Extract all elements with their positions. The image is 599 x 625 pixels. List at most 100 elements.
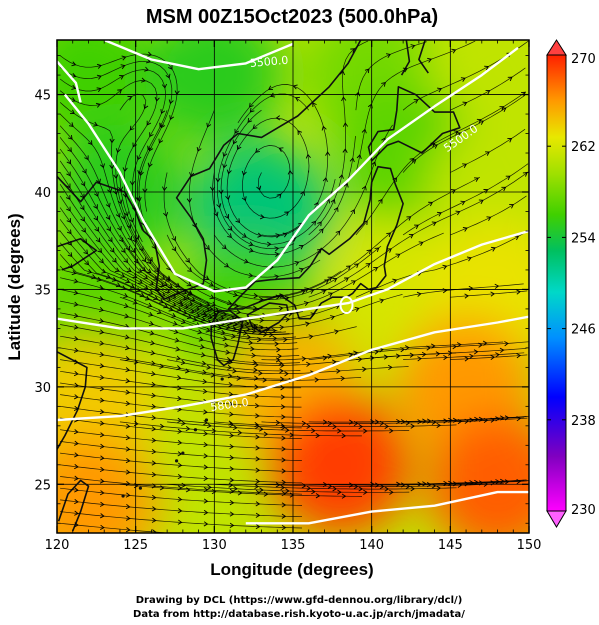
streamline-arrow bbox=[253, 324, 259, 330]
streamline-arrow bbox=[147, 162, 153, 168]
streamline-arrow bbox=[125, 469, 131, 475]
y-tick-label: 40 bbox=[34, 186, 51, 201]
streamline-arrow bbox=[338, 174, 344, 179]
streamline-arrow bbox=[158, 298, 164, 304]
streamline-arrow bbox=[249, 107, 255, 113]
streamline-arrow bbox=[230, 333, 236, 339]
streamline-arrow bbox=[310, 312, 316, 318]
streamline-arrow bbox=[217, 325, 223, 331]
streamline-arrow bbox=[132, 299, 138, 305]
streamline-arrow bbox=[177, 440, 183, 446]
streamline-arrow bbox=[297, 130, 303, 135]
streamline-arrow bbox=[389, 428, 394, 434]
streamline-arrow bbox=[99, 409, 105, 415]
streamline-arrow bbox=[167, 283, 173, 288]
streamline-arrow bbox=[292, 84, 298, 90]
streamline-arrow bbox=[149, 330, 155, 336]
streamline-arrow bbox=[177, 508, 183, 514]
streamline-arrow bbox=[93, 204, 98, 210]
streamline-arrow bbox=[281, 524, 287, 531]
streamline-arrow bbox=[125, 278, 131, 284]
streamline-arrow bbox=[255, 501, 261, 507]
streamline-arrow bbox=[159, 282, 165, 287]
streamline-arrow bbox=[499, 347, 505, 353]
streamline-arrow bbox=[414, 224, 419, 230]
streamline-arrow bbox=[447, 350, 453, 356]
streamline-arrow bbox=[186, 281, 192, 287]
streamline-arrow bbox=[248, 247, 254, 253]
streamline bbox=[403, 352, 525, 360]
streamline-arrow bbox=[244, 320, 250, 327]
streamline-arrow bbox=[151, 471, 157, 478]
streamline-arrow bbox=[233, 292, 238, 298]
streamline-arrow bbox=[199, 344, 205, 350]
streamline-arrow bbox=[315, 493, 321, 499]
streamline-arrow bbox=[143, 274, 149, 280]
streamline-arrow bbox=[363, 489, 368, 495]
streamline-arrow bbox=[333, 206, 339, 212]
streamline-arrow bbox=[113, 174, 119, 179]
streamline-arrow bbox=[253, 293, 259, 299]
streamline-arrow bbox=[137, 170, 143, 175]
streamline-arrow bbox=[125, 446, 131, 452]
streamline-arrow bbox=[93, 121, 99, 127]
streamline-arrow bbox=[306, 485, 312, 491]
streamline-arrow bbox=[379, 298, 385, 304]
streamline-arrow bbox=[99, 258, 104, 264]
streamline-arrow bbox=[335, 230, 341, 236]
streamline-arrow bbox=[96, 87, 102, 93]
streamline-arrow bbox=[256, 185, 262, 191]
streamline-arrow bbox=[149, 280, 154, 286]
streamline-arrow bbox=[505, 175, 511, 181]
streamline-arrow bbox=[309, 289, 315, 294]
streamline-arrow bbox=[126, 223, 132, 229]
streamline-arrow bbox=[483, 481, 489, 487]
streamline-arrow bbox=[165, 288, 171, 293]
streamline-arrow bbox=[374, 349, 380, 355]
streamline-arrow bbox=[177, 417, 183, 423]
streamline-arrow bbox=[99, 432, 105, 438]
streamline-arrow bbox=[168, 65, 173, 70]
streamline-arrow bbox=[123, 303, 129, 309]
streamline-arrow bbox=[236, 309, 242, 315]
streamline-arrow bbox=[180, 319, 186, 325]
streamline-arrow bbox=[171, 294, 177, 299]
streamline-arrow bbox=[125, 423, 131, 429]
streamline-arrow bbox=[171, 312, 177, 318]
streamline-arrow bbox=[100, 524, 105, 530]
streamline-arrow bbox=[74, 440, 79, 446]
streamline-arrow bbox=[245, 326, 251, 332]
streamline-arrow bbox=[200, 316, 206, 322]
streamline-arrow bbox=[101, 268, 107, 274]
coastline bbox=[57, 351, 88, 450]
streamline-arrow bbox=[142, 188, 148, 194]
streamline-arrow bbox=[258, 370, 263, 376]
streamline-arrow bbox=[98, 285, 104, 290]
streamline-arrow bbox=[222, 336, 228, 342]
streamline-arrow bbox=[181, 482, 186, 488]
streamline-arrow bbox=[451, 48, 457, 54]
streamline-arrow bbox=[400, 482, 406, 488]
streamline-arrow bbox=[115, 148, 121, 154]
streamline-arrow bbox=[460, 77, 466, 82]
streamline-arrow bbox=[317, 221, 322, 227]
streamline-arrow bbox=[342, 122, 349, 127]
streamline-arrow bbox=[139, 292, 145, 298]
streamline bbox=[59, 53, 178, 212]
streamline-arrow bbox=[160, 123, 166, 129]
streamline-arrow bbox=[66, 183, 71, 189]
contour-label: 5800.0 bbox=[210, 396, 250, 414]
streamline-arrow bbox=[159, 485, 165, 491]
streamline-arrow bbox=[306, 423, 312, 429]
streamline-arrow bbox=[147, 145, 152, 151]
streamline-arrow bbox=[234, 128, 239, 134]
streamline bbox=[308, 171, 529, 298]
streamline-arrow bbox=[125, 435, 131, 441]
streamline-arrow bbox=[256, 337, 262, 343]
streamline-arrow bbox=[274, 251, 280, 257]
streamline-arrow bbox=[202, 369, 207, 375]
streamline-arrow bbox=[281, 424, 286, 431]
streamline bbox=[450, 417, 528, 423]
streamline-arrow bbox=[495, 479, 500, 485]
streamline-arrow bbox=[147, 51, 153, 57]
